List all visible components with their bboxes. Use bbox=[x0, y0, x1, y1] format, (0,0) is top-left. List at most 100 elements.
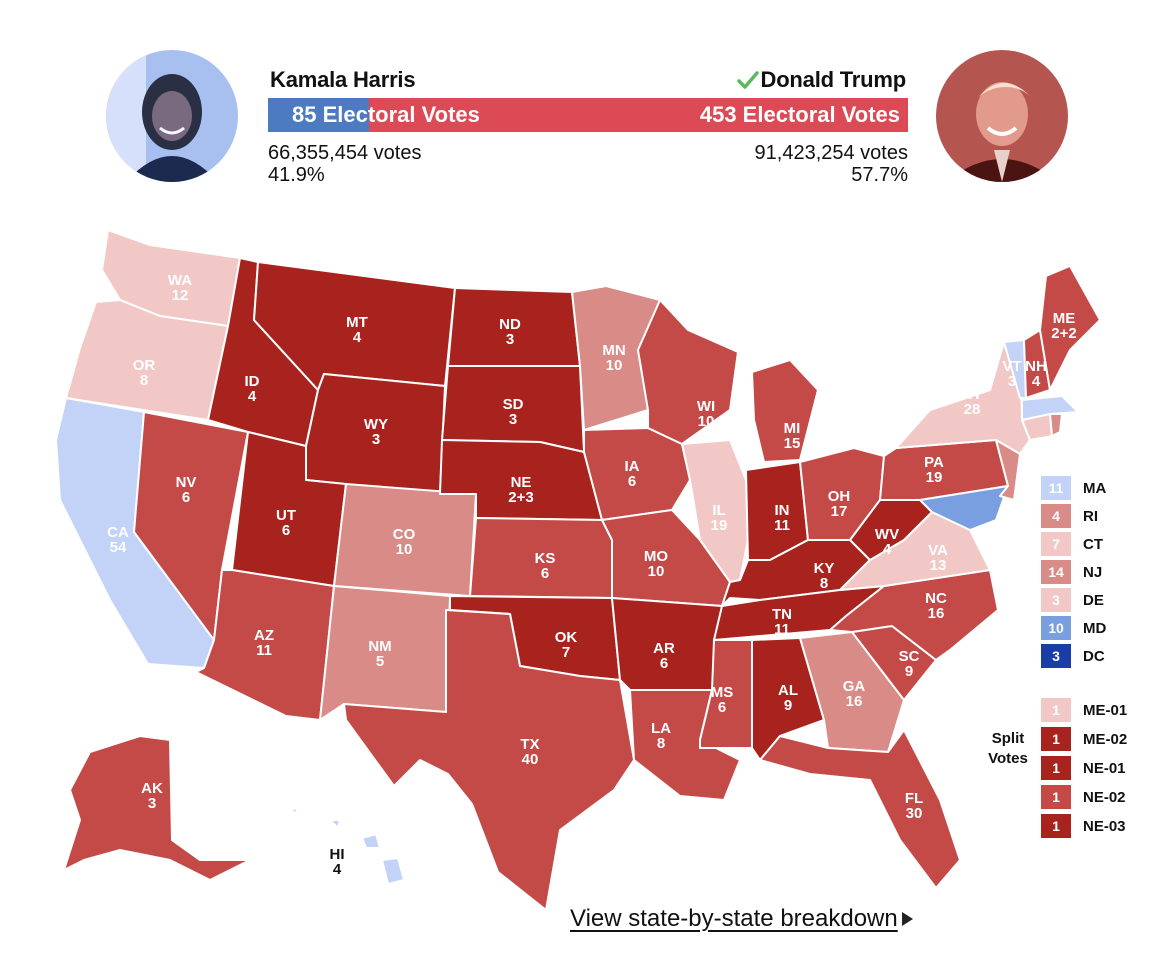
label-GA: GA 16 bbox=[842, 678, 866, 710]
label-IA: IA 6 bbox=[624, 458, 640, 490]
trump-name-row: Donald Trump bbox=[736, 67, 907, 93]
legend-district: ME-01 bbox=[1083, 701, 1128, 719]
label-IL: IL 19 bbox=[710, 502, 728, 534]
state-FL[interactable] bbox=[759, 729, 961, 889]
trump-electoral-segment bbox=[369, 98, 908, 132]
legend-row[interactable]: 7 CT bbox=[1041, 532, 1103, 556]
label-TN: TN 11 bbox=[772, 606, 792, 638]
legend-state: MD bbox=[1083, 619, 1107, 637]
split-votes-title: Split Votes bbox=[988, 730, 1028, 767]
state-AK[interactable] bbox=[63, 735, 251, 881]
legend-ev-box: 1 bbox=[1041, 727, 1071, 751]
legend-ev-box: 4 bbox=[1041, 504, 1071, 528]
label-VT: VT 3 bbox=[1002, 358, 1022, 390]
legend-state: RI bbox=[1083, 507, 1098, 525]
label-MI: MI 15 bbox=[783, 420, 801, 452]
trump-vote-percent: 57.7% bbox=[851, 164, 908, 186]
label-ID: ID 4 bbox=[244, 373, 260, 405]
split-legend-row[interactable]: 1 ME-02 bbox=[1041, 727, 1127, 751]
state-MI[interactable] bbox=[751, 359, 819, 463]
check-icon bbox=[736, 71, 759, 89]
legend-ev-box: 1 bbox=[1041, 698, 1071, 722]
trump-name: Donald Trump bbox=[760, 67, 907, 92]
label-CO: CO 10 bbox=[392, 526, 416, 558]
legend-ev-box: 3 bbox=[1041, 644, 1071, 668]
legend-ev-box: 1 bbox=[1041, 785, 1071, 809]
label-KY: KY 8 bbox=[813, 560, 835, 592]
label-CA: CA 54 bbox=[107, 524, 129, 556]
label-PA: PA 19 bbox=[924, 454, 944, 486]
label-WV: WV 4 bbox=[874, 526, 900, 558]
legend-row[interactable]: 3 DE bbox=[1041, 588, 1104, 612]
label-ND: ND 3 bbox=[499, 316, 521, 348]
label-VA: VA 13 bbox=[928, 542, 948, 574]
split-legend-row[interactable]: 1 NE-03 bbox=[1041, 814, 1126, 838]
label-TX: TX 40 bbox=[520, 736, 540, 768]
harris-popular-vote: 66,355,454 votes 41.9% bbox=[268, 142, 421, 186]
legend-ev-box: 14 bbox=[1041, 560, 1071, 584]
label-OH: OH 17 bbox=[827, 488, 851, 520]
legend-district: NE-01 bbox=[1083, 759, 1126, 777]
legend-row[interactable]: 11 MA bbox=[1041, 476, 1106, 500]
label-AR: AR 6 bbox=[653, 640, 675, 672]
state-WI[interactable] bbox=[637, 299, 739, 445]
legend-state: CT bbox=[1083, 535, 1103, 553]
legend-district: NE-02 bbox=[1083, 788, 1126, 806]
harris-electoral-segment bbox=[268, 98, 370, 132]
label-HI: HI 4 bbox=[329, 846, 345, 878]
legend-row[interactable]: 3 DC bbox=[1041, 644, 1105, 668]
split-legend-row[interactable]: 1 NE-02 bbox=[1041, 785, 1126, 809]
label-AZ: AZ 11 bbox=[254, 627, 274, 659]
legend-ev-box: 1 bbox=[1041, 756, 1071, 780]
harris-vote-count: 66,355,454 votes bbox=[268, 142, 422, 164]
label-NE: NE 2+3 bbox=[508, 474, 534, 506]
label-NC: NC 16 bbox=[925, 590, 947, 622]
label-SD: SD 3 bbox=[502, 396, 524, 428]
label-NH: NH 4 bbox=[1025, 358, 1047, 390]
label-NY: NY 28 bbox=[961, 386, 983, 418]
label-IN: IN 11 bbox=[774, 502, 790, 534]
label-NV: NV 6 bbox=[175, 474, 197, 506]
legend-state: DC bbox=[1083, 647, 1105, 665]
state-HI[interactable] bbox=[289, 807, 405, 885]
legend-ev-box: 11 bbox=[1041, 476, 1071, 500]
trump-popular-vote: 91,423,254 votes 57.7% bbox=[755, 142, 908, 186]
label-MT: MT 4 bbox=[346, 314, 368, 346]
label-NM: NM 5 bbox=[368, 638, 392, 670]
harris-vote-percent: 41.9% bbox=[268, 164, 325, 186]
label-UT: UT 6 bbox=[276, 507, 296, 539]
split-legend-row[interactable]: 1 NE-01 bbox=[1041, 756, 1126, 780]
state-NC[interactable] bbox=[829, 569, 999, 661]
label-OR: OR 8 bbox=[132, 357, 156, 389]
label-WY: WY 3 bbox=[363, 416, 389, 448]
legend-ev-box: 1 bbox=[1041, 814, 1071, 838]
legend-row[interactable]: 10 MD bbox=[1041, 616, 1106, 640]
state-MD[interactable] bbox=[919, 485, 1009, 531]
harris-avatar bbox=[106, 50, 238, 182]
legend-row[interactable]: 14 NJ bbox=[1041, 560, 1102, 584]
harris-electoral-label: 85 Electoral Votes bbox=[292, 102, 480, 127]
legend-state: NJ bbox=[1083, 563, 1103, 581]
label-WI: WI 10 bbox=[696, 398, 716, 430]
legend-ev-box: 10 bbox=[1041, 616, 1071, 640]
state-NJ[interactable] bbox=[995, 439, 1021, 501]
state-RI[interactable] bbox=[1049, 413, 1063, 437]
legend-district: NE-03 bbox=[1083, 817, 1126, 835]
label-ME: ME 2+2 bbox=[1051, 310, 1077, 342]
label-FL: FL 30 bbox=[904, 790, 924, 822]
state-TX[interactable] bbox=[343, 609, 635, 911]
split-legend-row[interactable]: 1 ME-01 bbox=[1041, 698, 1127, 722]
play-arrow-icon bbox=[901, 912, 913, 926]
state-ME[interactable] bbox=[1039, 265, 1101, 391]
label-LA: LA 8 bbox=[651, 720, 671, 752]
label-MS: MS 6 bbox=[710, 684, 734, 716]
label-KS: KS 6 bbox=[534, 550, 556, 582]
state-MA[interactable] bbox=[1021, 395, 1079, 421]
state-breakdown-link[interactable]: View state-by-state breakdown bbox=[570, 905, 913, 933]
legend-ev-box: 3 bbox=[1041, 588, 1071, 612]
legend-state: MA bbox=[1083, 479, 1107, 497]
legend-row[interactable]: 4 RI bbox=[1041, 504, 1098, 528]
state-breakdown-link-text: View state-by-state breakdown bbox=[570, 905, 898, 932]
trump-vote-count: 91,423,254 votes bbox=[754, 142, 908, 164]
harris-name: Kamala Harris bbox=[270, 67, 416, 92]
